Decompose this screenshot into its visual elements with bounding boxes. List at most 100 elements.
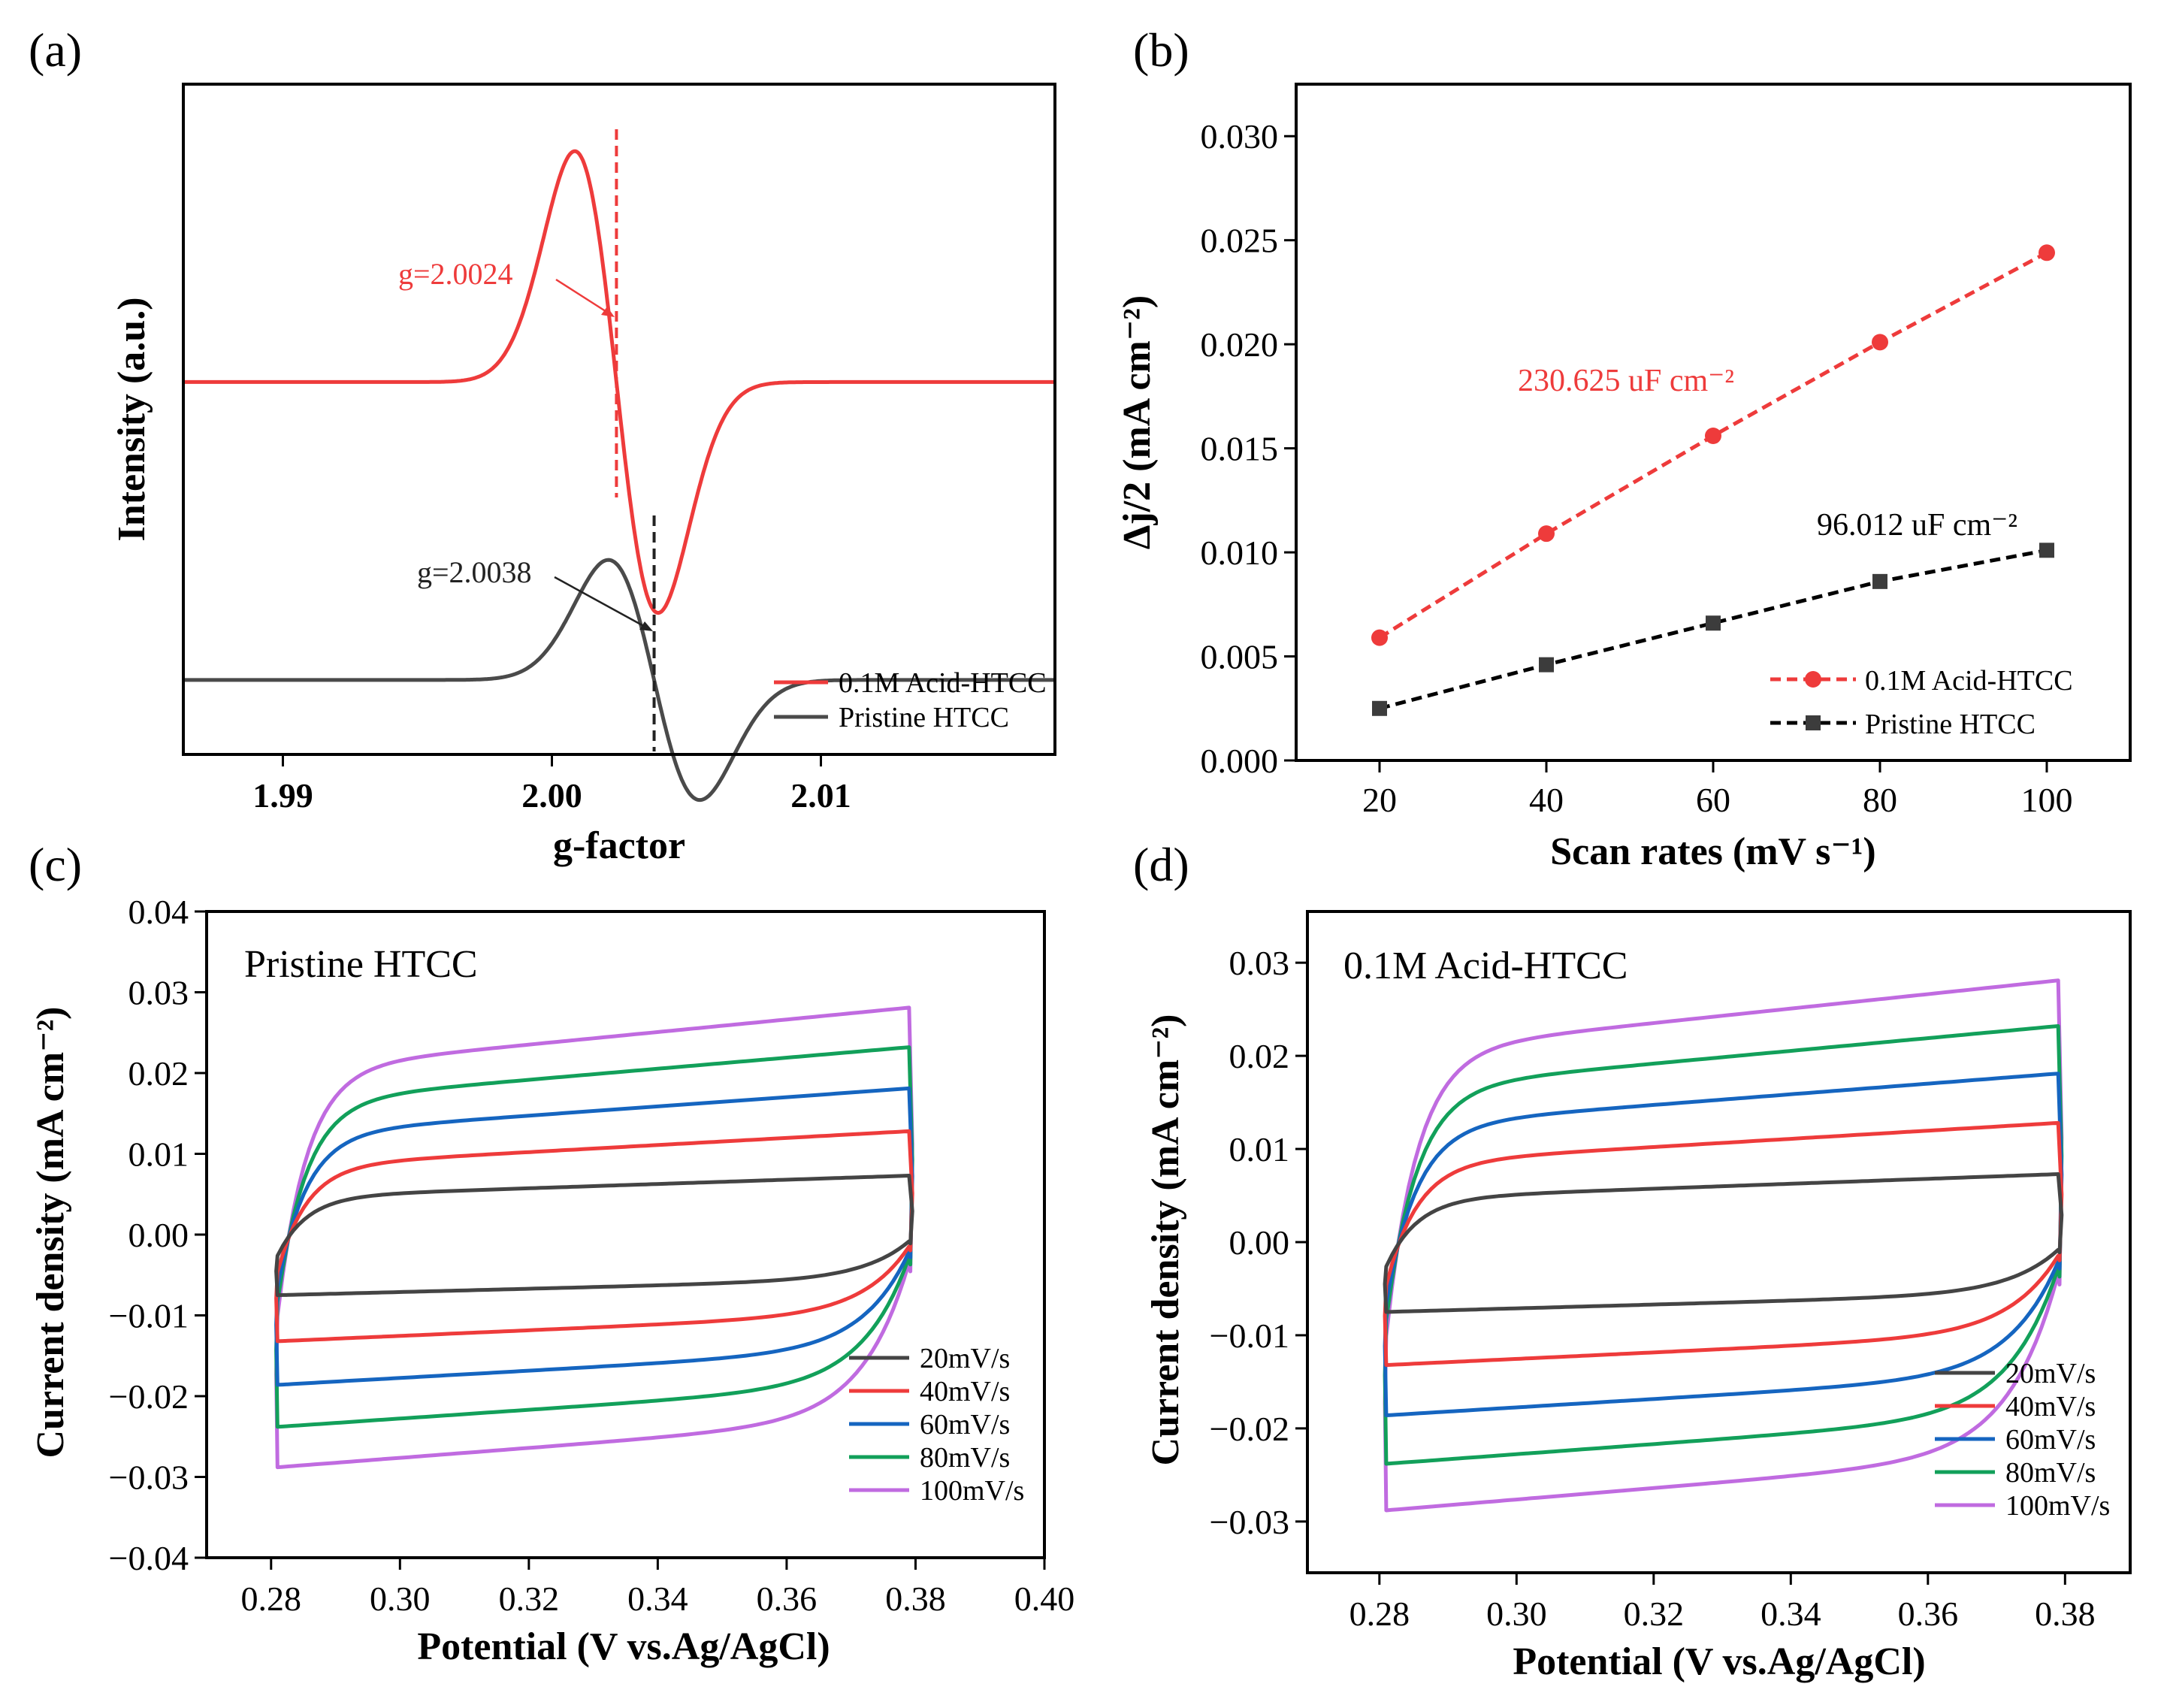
panel-a-xlabel: g-factor bbox=[553, 824, 685, 867]
panel-c-y-ticks: −0.04 −0.03 −0.02 −0.01 0.00 0.01 0.02 0.03 0.04 bbox=[109, 893, 207, 1577]
y-tick-label: 0.015 bbox=[1201, 430, 1279, 468]
x-tick-label: 0.30 bbox=[1486, 1595, 1547, 1633]
x-tick-label: 0.36 bbox=[757, 1580, 818, 1618]
epr-spectrum-line bbox=[183, 558, 1055, 803]
x-tick-label: 0.30 bbox=[370, 1580, 431, 1618]
panel-b-legend: 0.1M Acid-HTCC Pristine HTCC bbox=[1770, 665, 2073, 740]
legend-label: 40mV/s bbox=[920, 1376, 1010, 1407]
data-point bbox=[2039, 244, 2055, 261]
panel-d: (d) 0.28 0.30 0.32 0.34 0.36 0.38 −0.03−0.02−… bbox=[1133, 838, 2132, 1683]
y-tick-label: 0.00 bbox=[1229, 1223, 1290, 1262]
annotation-capacitance-acid: 230.625 uF cm⁻² bbox=[1518, 364, 1734, 398]
panel-d-xlabel: Potential (V vs.Ag/AgCl) bbox=[1513, 1640, 1925, 1683]
panel-c-xlabel: Potential (V vs.Ag/AgCl) bbox=[417, 1625, 830, 1668]
panel-c-label: (c) bbox=[29, 838, 82, 891]
data-point bbox=[1538, 525, 1555, 543]
panel-b-ylabel: Δj/2 (mA cm⁻²) bbox=[1116, 295, 1159, 549]
panel-d-inset-title: 0.1M Acid-HTCC bbox=[1343, 945, 1628, 987]
arrowhead-red-icon bbox=[601, 307, 615, 317]
legend-label-acid: 0.1M Acid-HTCC bbox=[1865, 665, 2073, 697]
x-tick-label: 0.34 bbox=[1760, 1595, 1821, 1633]
cv-loop bbox=[1383, 1024, 2064, 1466]
fit-line bbox=[1378, 251, 2048, 639]
annotation-arrow-black bbox=[554, 576, 648, 630]
panel-b-frame bbox=[1295, 83, 2132, 762]
y-tick-label: 0.010 bbox=[1201, 534, 1279, 572]
legend-label: 40mV/s bbox=[2005, 1391, 2096, 1422]
x-tick-label: 60 bbox=[1696, 781, 1730, 819]
x-tick-label: 2.01 bbox=[790, 776, 851, 815]
legend-label: 20mV/s bbox=[2005, 1358, 2096, 1389]
panel-a-x-ticks: 1.99 2.00 2.01 bbox=[252, 754, 851, 815]
y-tick-label: 0.04 bbox=[128, 893, 189, 931]
panel-a-frame bbox=[182, 83, 1056, 756]
y-tick-label: −0.03 bbox=[109, 1459, 189, 1497]
panel-c: (c) 0.28 0.30 0.32 0.34 0.36 0.38 0.40 −0.04−0… bbox=[29, 838, 1074, 1668]
x-tick-label: 0.28 bbox=[1349, 1595, 1410, 1633]
x-tick-label: 0.40 bbox=[1014, 1580, 1075, 1618]
cv-loop bbox=[1383, 978, 2064, 1513]
panel-a-ylabel: Intensity (a.u.) bbox=[110, 297, 153, 541]
data-point bbox=[1872, 334, 1888, 351]
annotation-arrow-red bbox=[555, 278, 611, 316]
x-tick-label: 0.32 bbox=[1624, 1595, 1685, 1633]
legend-label-acid: 0.1M Acid-HTCC bbox=[839, 667, 1047, 699]
y-tick-label: 0.01 bbox=[128, 1135, 189, 1174]
legend-label: 60mV/s bbox=[920, 1409, 1010, 1440]
data-point bbox=[1371, 629, 1388, 646]
cv-loop bbox=[274, 1045, 914, 1429]
annotation-g-black: g=2.0038 bbox=[417, 555, 532, 589]
y-tick-label: 0.025 bbox=[1201, 222, 1279, 260]
panel-b-xlabel: Scan rates (mV s⁻¹) bbox=[1550, 830, 1875, 873]
panel-b-plot bbox=[1371, 244, 2055, 716]
panel-a-plot bbox=[183, 129, 1055, 803]
legend-marker-square-icon bbox=[1806, 715, 1821, 730]
y-tick-label: 0.02 bbox=[128, 1054, 189, 1093]
legend-label: 80mV/s bbox=[920, 1442, 1010, 1474]
y-tick-label: 0.00 bbox=[128, 1216, 189, 1254]
data-point bbox=[2039, 543, 2054, 558]
y-tick-label: 0.030 bbox=[1201, 117, 1279, 156]
panel-c-inset-title: Pristine HTCC bbox=[244, 943, 478, 986]
x-tick-label: 40 bbox=[1529, 781, 1564, 819]
legend-marker-circle-icon bbox=[1805, 671, 1821, 688]
legend-label-pristine: Pristine HTCC bbox=[839, 702, 1009, 733]
cv-loop bbox=[1383, 1072, 2064, 1417]
cv-loop bbox=[1383, 1172, 2064, 1314]
y-tick-label: −0.01 bbox=[1210, 1317, 1289, 1355]
panel-d-ylabel: Current density (mA cm⁻²) bbox=[1144, 1014, 1187, 1466]
panel-b-label: (b) bbox=[1133, 23, 1189, 77]
panel-d-y-ticks: −0.03 −0.02 −0.01 0.00 0.01 0.02 0.03 bbox=[1210, 944, 1307, 1541]
annotation-capacitance-pristine: 96.012 uF cm⁻² bbox=[1817, 508, 2017, 543]
legend-label: 80mV/s bbox=[2005, 1457, 2096, 1489]
panel-d-label: (d) bbox=[1133, 838, 1189, 891]
panel-c-frame bbox=[205, 910, 1046, 1559]
y-tick-label: 0.000 bbox=[1201, 742, 1279, 780]
y-tick-label: 0.03 bbox=[128, 974, 189, 1012]
legend-label: 20mV/s bbox=[920, 1343, 1010, 1374]
x-tick-label: 0.38 bbox=[885, 1580, 946, 1618]
y-tick-label: 0.02 bbox=[1229, 1037, 1290, 1075]
y-tick-label: −0.02 bbox=[109, 1377, 189, 1416]
legend-label-pristine: Pristine HTCC bbox=[1865, 709, 2036, 740]
cv-loop bbox=[274, 1086, 914, 1387]
panel-c-plot bbox=[274, 1005, 914, 1470]
panel-d-plot bbox=[1383, 978, 2064, 1513]
y-tick-label: −0.03 bbox=[1210, 1503, 1289, 1541]
y-tick-label: 0.005 bbox=[1201, 638, 1279, 676]
y-tick-label: 0.03 bbox=[1229, 944, 1290, 982]
panel-a-label: (a) bbox=[29, 23, 82, 77]
panel-b-x-ticks: 20 40 60 80 100 bbox=[1362, 760, 2073, 819]
legend-label: 100mV/s bbox=[920, 1475, 1024, 1507]
legend-label: 100mV/s bbox=[2005, 1490, 2110, 1522]
x-tick-label: 100 bbox=[2021, 781, 2073, 819]
data-point bbox=[1539, 657, 1554, 673]
cv-loop bbox=[274, 1129, 914, 1344]
y-tick-label: −0.01 bbox=[109, 1297, 189, 1335]
annotation-g-red: g=2.0024 bbox=[398, 257, 513, 291]
x-tick-label: 80 bbox=[1863, 781, 1897, 819]
data-point bbox=[1372, 700, 1387, 716]
